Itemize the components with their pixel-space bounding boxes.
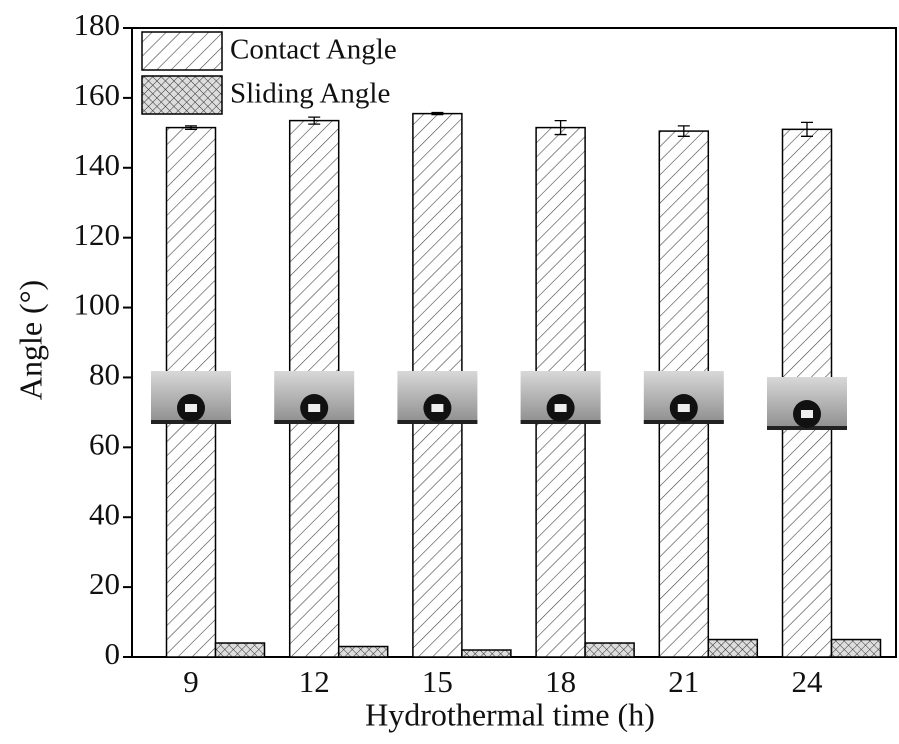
x-tick-label: 21 [668,664,699,699]
y-tick-label: 100 [74,287,121,322]
x-axis-title: Hydrothermal time (h) [365,696,655,732]
x-tick-label: 12 [299,664,330,699]
bar [585,643,634,657]
bar [216,643,265,657]
bar [339,647,388,657]
y-tick-label: 0 [105,636,121,671]
x-tick-label: 15 [422,664,453,699]
droplet-highlight [185,404,197,412]
y-tick-label: 40 [89,496,120,531]
droplet-highlight [678,404,690,412]
chart: Hydrothermal time (h) Angle (°) 0 20 40 60 8… [0,0,899,744]
droplet-highlight [431,404,443,412]
y-axis-title: Angle (°) [12,280,48,400]
plot-frame [132,28,896,657]
y-tick-label: 140 [74,147,121,182]
droplet-highlight [555,404,567,412]
legend-label: Contact Angle [230,34,397,66]
droplet-highlight [801,410,813,418]
y-tick-label: 80 [89,357,120,392]
legend-label: Sliding Angle [230,78,390,110]
bar [708,640,757,657]
x-tick-label: 24 [792,664,824,699]
page: {"chart_data": {"type": "bar", "x_label"… [0,0,899,744]
y-tick-label: 160 [74,77,121,112]
legend-swatch [142,32,222,70]
bar [832,640,881,657]
y-tick-label: 20 [89,566,120,601]
y-tick-label: 120 [74,217,121,252]
legend-swatch [142,76,222,114]
x-tick-label: 18 [545,664,576,699]
droplet-highlight [308,404,320,412]
y-tick-label: 180 [74,7,121,42]
y-tick-label: 60 [89,426,120,461]
x-tick-label: 9 [183,664,199,699]
bar [462,650,511,657]
